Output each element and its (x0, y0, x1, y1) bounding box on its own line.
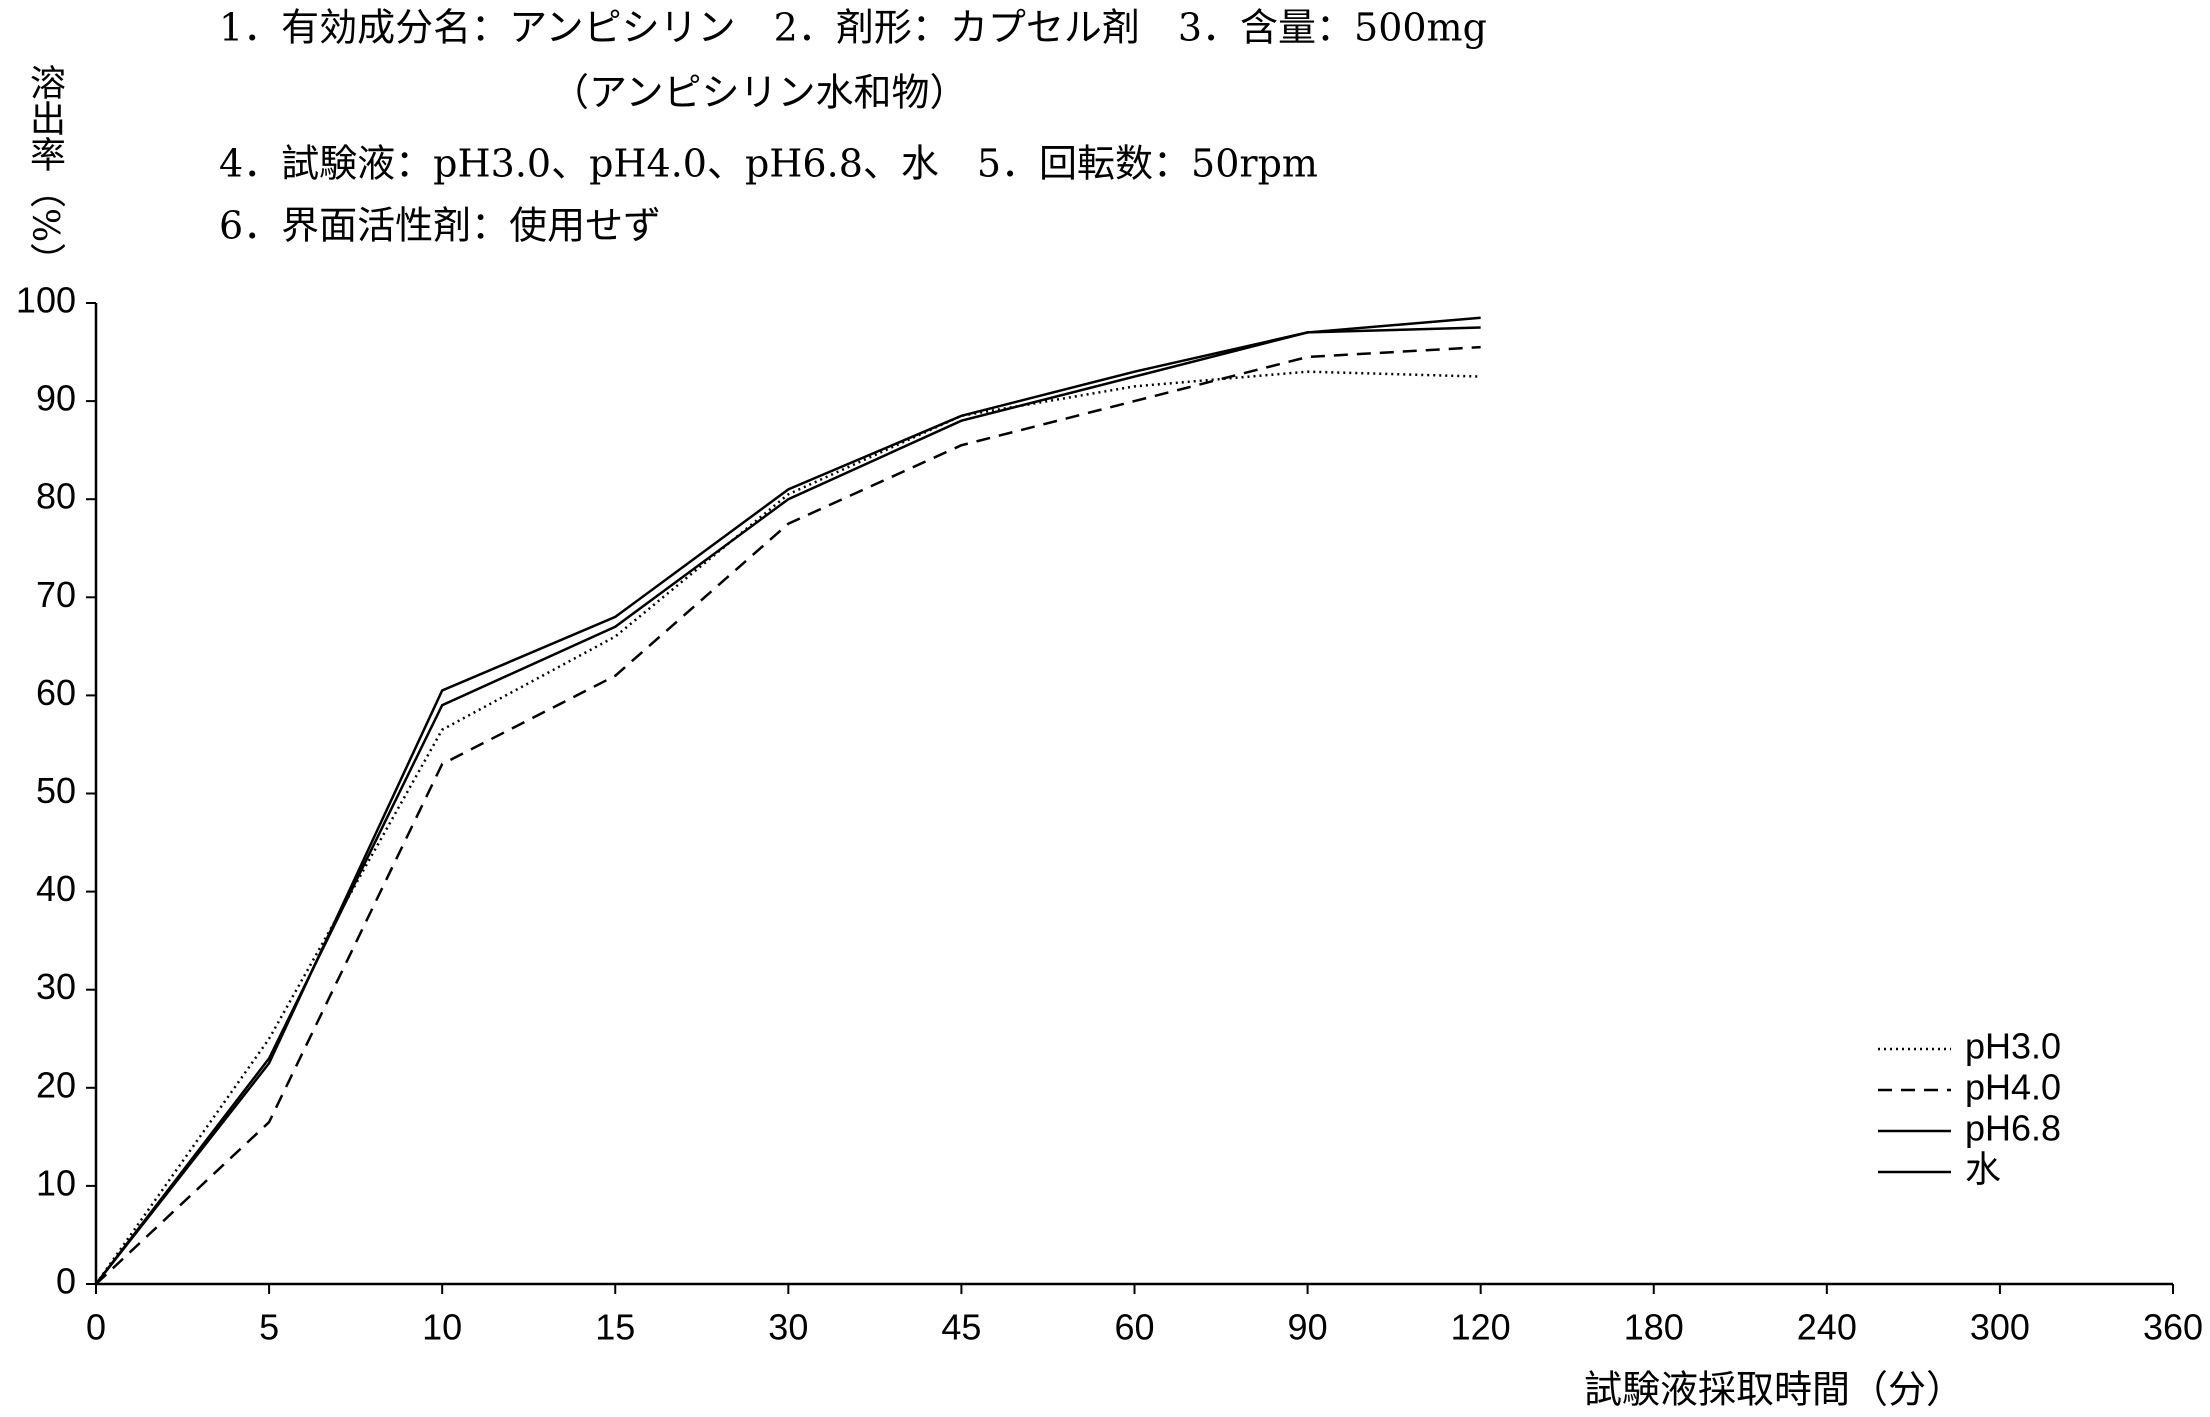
y-tick-label: 20 (36, 1064, 76, 1105)
y-tick-label: 10 (36, 1162, 76, 1203)
y-tick-label: 100 (16, 280, 76, 321)
series-line (94, 370, 1481, 1285)
header-text: 6．界面活性剤：使用せず (219, 204, 661, 248)
x-tick-label: 300 (1970, 1307, 2030, 1348)
y-tick-label: 70 (36, 574, 76, 615)
y-tick-label: 50 (36, 770, 76, 811)
y-tick-label: 30 (36, 966, 76, 1007)
legend-label: pH4.0 (1965, 1067, 2061, 1108)
x-tick-label: 30 (768, 1307, 808, 1348)
y-tick-label: 80 (36, 476, 76, 517)
x-tick-label: 45 (941, 1307, 981, 1348)
x-tick-label: 120 (1451, 1307, 1511, 1348)
legend-label: pH6.8 (1965, 1108, 2061, 1149)
x-tick-label: 5 (259, 1307, 279, 1348)
y-axis-label: 溶出率（%） (24, 64, 66, 279)
x-tick-label: 180 (1624, 1307, 1684, 1348)
legend-label: pH3.0 (1965, 1026, 2061, 1067)
header-text: 4．試験液：pH3.0、pH4.0、pH6.8、水 5．回転数：50rpm (219, 142, 1318, 186)
header-text: （アンピシリン水和物） (551, 71, 967, 115)
y-tick-label: 40 (36, 868, 76, 909)
x-tick-label: 90 (1288, 1307, 1328, 1348)
legend-label: 水 (1965, 1149, 2001, 1190)
x-axis-label: 試験液採取時間（分） (1584, 1368, 1964, 1412)
series-line (95, 345, 1481, 1285)
y-tick-label: 0 (56, 1261, 76, 1302)
y-tick-label: 60 (36, 672, 76, 713)
y-tick-label: 90 (36, 378, 76, 419)
x-tick-label: 240 (1797, 1307, 1857, 1348)
x-tick-label: 360 (2143, 1307, 2203, 1348)
x-tick-label: 10 (422, 1307, 462, 1348)
series-line (95, 326, 1481, 1285)
x-tick-label: 60 (1114, 1307, 1154, 1348)
series-line (95, 316, 1481, 1285)
header-text: 1．有効成分名：アンピシリン 2．剤形：カプセル剤 3．含量：500mg (219, 6, 1487, 50)
x-tick-label: 0 (86, 1307, 106, 1348)
x-tick-label: 15 (595, 1307, 635, 1348)
